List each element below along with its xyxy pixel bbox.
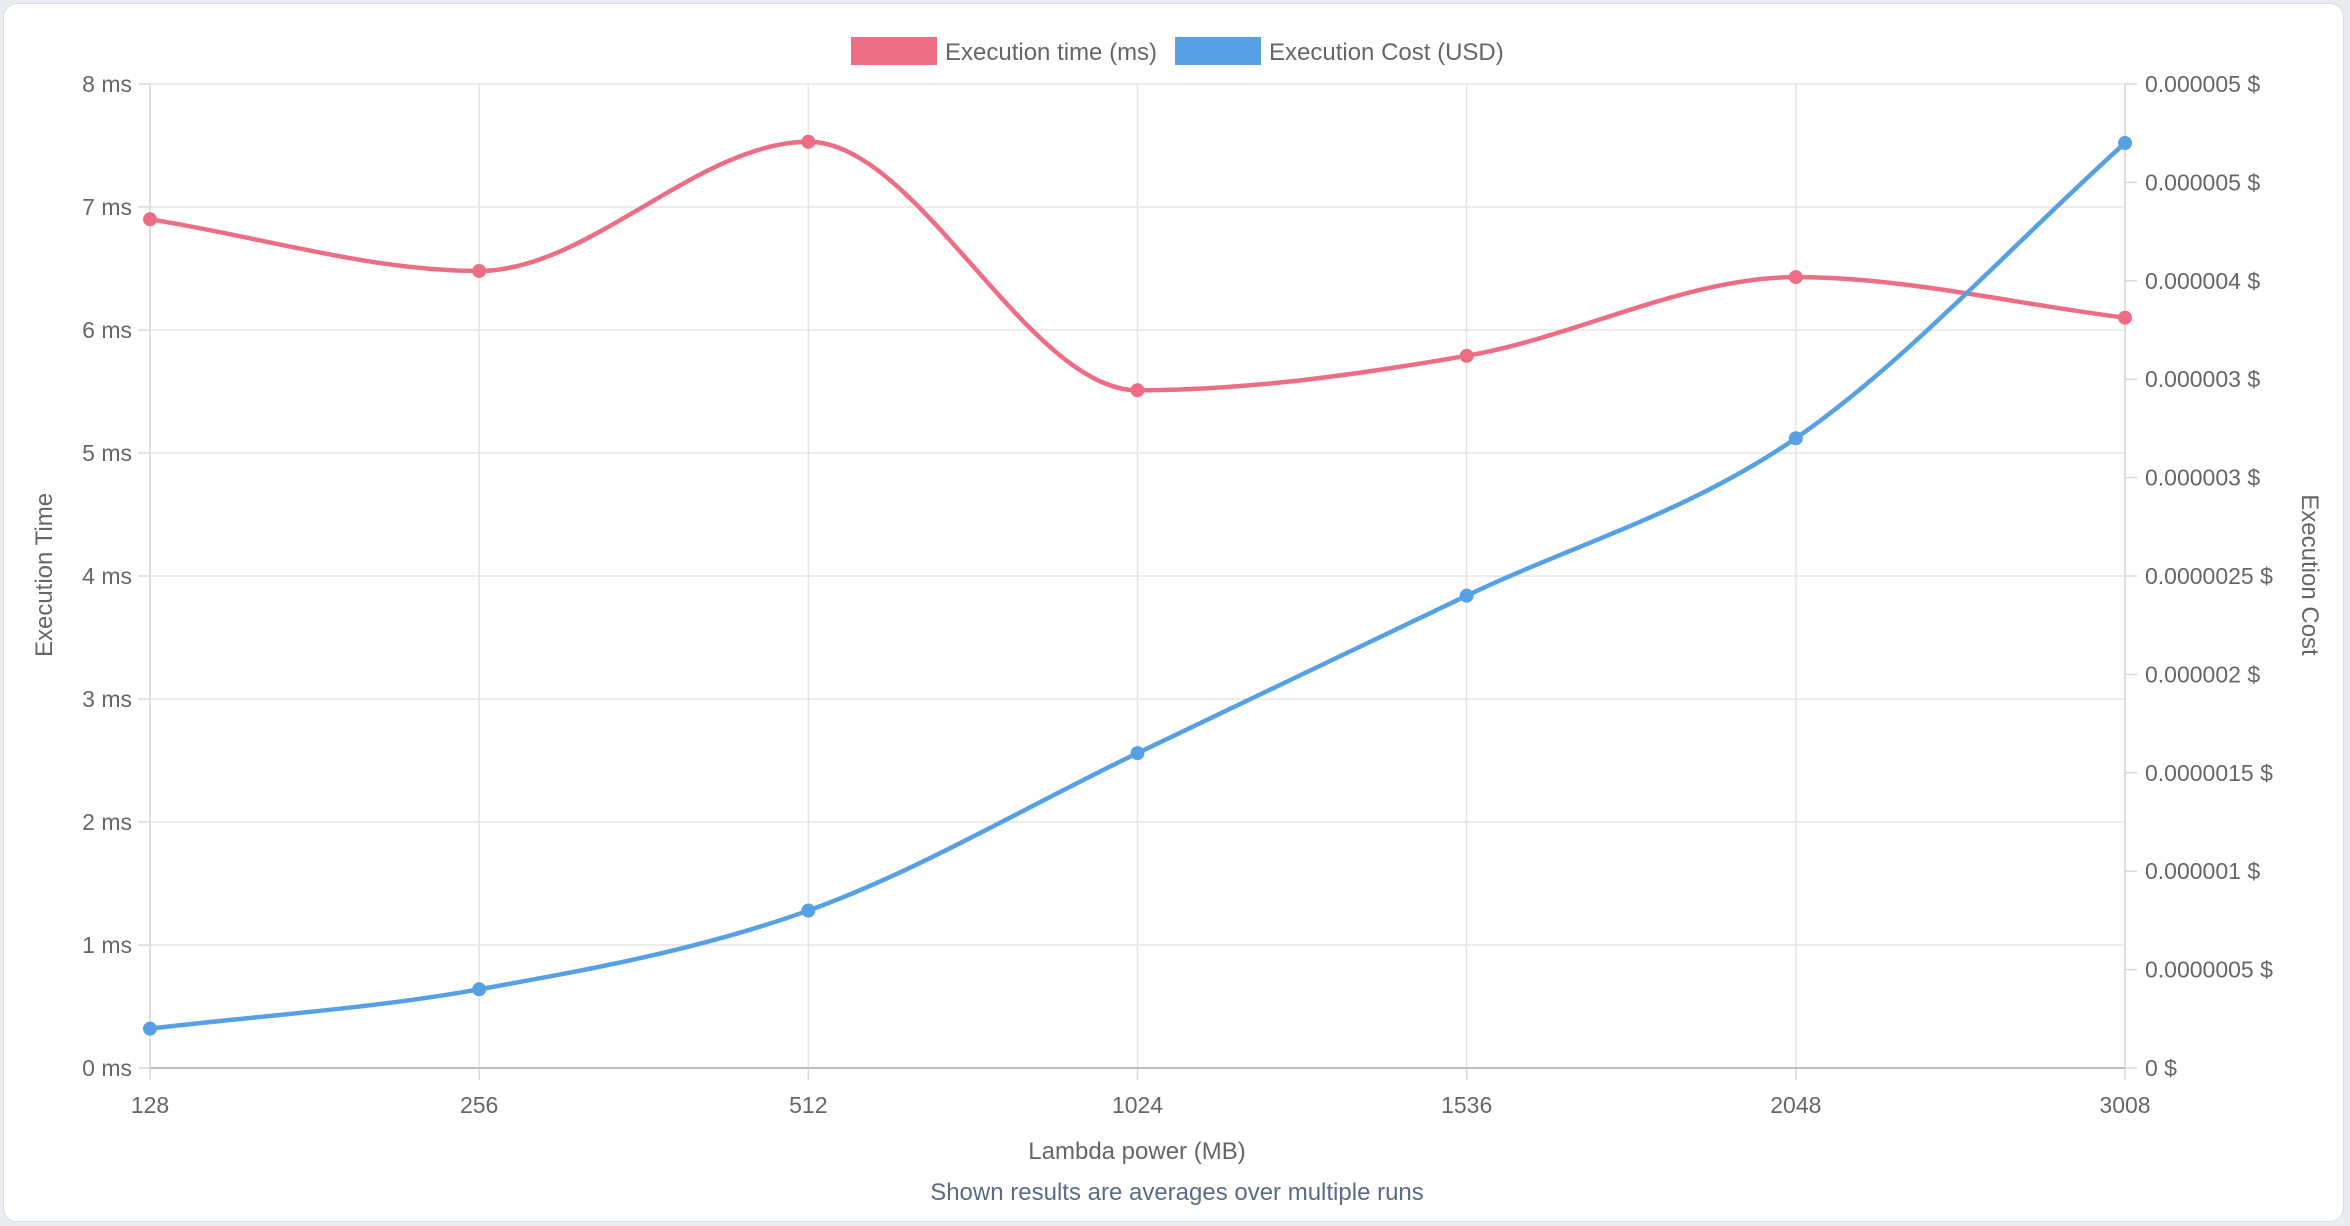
x-tick-label: 2048 xyxy=(1770,1092,1821,1118)
y-left-tick-label: 5 ms xyxy=(82,440,132,466)
y-right-tick-label: 0.000002 $ xyxy=(2145,661,2260,687)
data-point[interactable] xyxy=(472,263,487,278)
chart: 0 ms 1 ms 2 ms 3 ms 4 ms 5 ms 6 ms 7 ms 8 ms 0 $ 0… xyxy=(31,37,2323,1206)
y-right-tick-label: 0.0000025 $ xyxy=(2145,563,2273,589)
y-left-tick-label: 6 ms xyxy=(82,317,132,343)
x-tick-label: 1024 xyxy=(1112,1092,1163,1118)
legend-label-cost[interactable]: Execution Cost (USD) xyxy=(1269,39,1504,66)
y-left-tick-label: 1 ms xyxy=(82,932,132,958)
data-point[interactable] xyxy=(1130,383,1145,398)
y-left-tick-label: 7 ms xyxy=(82,194,132,220)
legend-swatch-cost[interactable] xyxy=(1175,37,1261,65)
data-point[interactable] xyxy=(143,212,157,227)
y-left-tick-label: 3 ms xyxy=(82,686,132,712)
y-right-tick-label: 0.000003 $ xyxy=(2145,465,2260,491)
y-right-tick-label: 0.0000005 $ xyxy=(2145,957,2273,983)
y-right-tick-label: 0 $ xyxy=(2145,1055,2177,1081)
y-left-tick-label: 0 ms xyxy=(82,1055,132,1081)
y-right-tick-label: 0.000004 $ xyxy=(2145,268,2260,294)
data-point[interactable] xyxy=(1788,431,1803,446)
data-point[interactable] xyxy=(2118,136,2132,151)
data-point[interactable] xyxy=(2118,310,2132,325)
x-tick-label: 3008 xyxy=(2099,1092,2150,1118)
data-point[interactable] xyxy=(801,903,816,918)
y-right-tick-label: 0.000005 $ xyxy=(2145,169,2260,195)
x-tick-label: 128 xyxy=(131,1092,169,1118)
y-right-tick-label: 0.000001 $ xyxy=(2145,858,2260,884)
data-point[interactable] xyxy=(801,134,816,149)
x-tick-label: 1536 xyxy=(1441,1092,1492,1118)
y-right-tick-label: 0.000005 $ xyxy=(2145,71,2260,97)
y-left-tick-label: 4 ms xyxy=(82,563,132,589)
data-point[interactable] xyxy=(472,982,487,997)
x-axis-title: Lambda power (MB) xyxy=(1028,1138,1245,1165)
data-point[interactable] xyxy=(1459,588,1474,603)
data-point[interactable] xyxy=(1459,348,1474,363)
y-right-tick-label: 0.000003 $ xyxy=(2145,366,2260,392)
chart-caption: Shown results are averages over multiple… xyxy=(930,1179,1424,1206)
data-point[interactable] xyxy=(1788,270,1803,285)
data-point[interactable] xyxy=(143,1021,157,1036)
y-axis-right-title: Execution Cost xyxy=(2296,494,2323,656)
x-tick-label: 256 xyxy=(460,1092,498,1118)
legend-swatch-time[interactable] xyxy=(851,37,937,65)
y-left-tick-label: 2 ms xyxy=(82,809,132,835)
y-right-tick-label: 0.0000015 $ xyxy=(2145,760,2273,786)
x-tick-label: 512 xyxy=(789,1092,827,1118)
y-left-tick-label: 8 ms xyxy=(82,71,132,97)
legend-label-time[interactable]: Execution time (ms) xyxy=(945,39,1157,66)
data-point[interactable] xyxy=(1130,746,1145,761)
chart-card: 0 ms 1 ms 2 ms 3 ms 4 ms 5 ms 6 ms 7 ms 8 ms 0 $ 0… xyxy=(3,3,2344,1222)
y-axis-left-title: Execution Time xyxy=(31,493,58,657)
